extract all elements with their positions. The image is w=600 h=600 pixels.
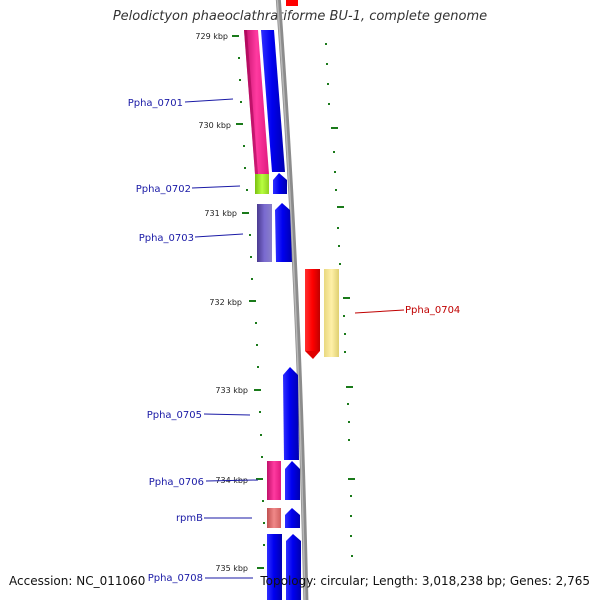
gene-label-rpmb[interactable]: rpmB [176,513,203,524]
gene-arrow-blue-2 [273,173,287,194]
gene-arrow-blue-1 [261,30,285,172]
gene-label-ppha-0701[interactable]: Ppha_0701 [128,98,183,109]
tick-label-735: 735 kbp [215,564,248,573]
gene-label-ppha-0708[interactable]: Ppha_0708 [148,573,203,584]
gene-arrow-blue-bottom-2 [286,534,301,600]
gene-block-purple [257,204,272,262]
gene-arrow-blue-3 [275,203,292,262]
accession-text: Accession: NC_011060 [9,574,146,588]
tick-label-729: 729 kbp [195,32,228,41]
gene-block-red-tip [305,351,320,359]
tick-marks-right [325,43,355,557]
gene-block-red [305,269,320,351]
gene-label-ppha-0703[interactable]: Ppha_0703 [139,233,194,244]
gene-label-ppha-0705[interactable]: Ppha_0705 [147,410,202,421]
genome-summary-text: Topology: circular; Length: 3,018,238 bp… [260,574,590,588]
tick-marks-left [232,35,265,569]
top-red-feature [286,0,298,6]
gene-leader-lines [184,98,405,579]
gene-arrow-blue-5 [285,461,300,500]
map-title: Pelodictyon phaeoclathratiforme BU-1, co… [112,9,488,24]
tick-label-732: 732 kbp [209,298,242,307]
gene-block-pink-1-edge [244,30,258,174]
tick-label-731: 731 kbp [204,209,237,218]
gene-block-pink-2 [267,461,281,500]
gene-block-pink-1 [244,30,269,174]
genome-backbone-highlight [276,0,306,600]
gene-label-ppha-0702[interactable]: Ppha_0702 [136,184,191,195]
gene-block-salmon [267,508,281,528]
gene-block-blue-bottom-1 [267,534,282,600]
gene-label-ppha-0706[interactable]: Ppha_0706 [149,477,204,488]
genome-backbone [275,0,309,600]
gene-arrow-blue-4 [283,367,299,460]
gene-block-green [255,174,269,194]
tick-label-733: 733 kbp [215,386,248,395]
gene-arrow-blue-6 [285,508,300,528]
gene-label-ppha-0704[interactable]: Ppha_0704 [405,305,460,316]
tick-label-730: 730 kbp [198,121,231,130]
gene-block-yellow [324,269,339,357]
